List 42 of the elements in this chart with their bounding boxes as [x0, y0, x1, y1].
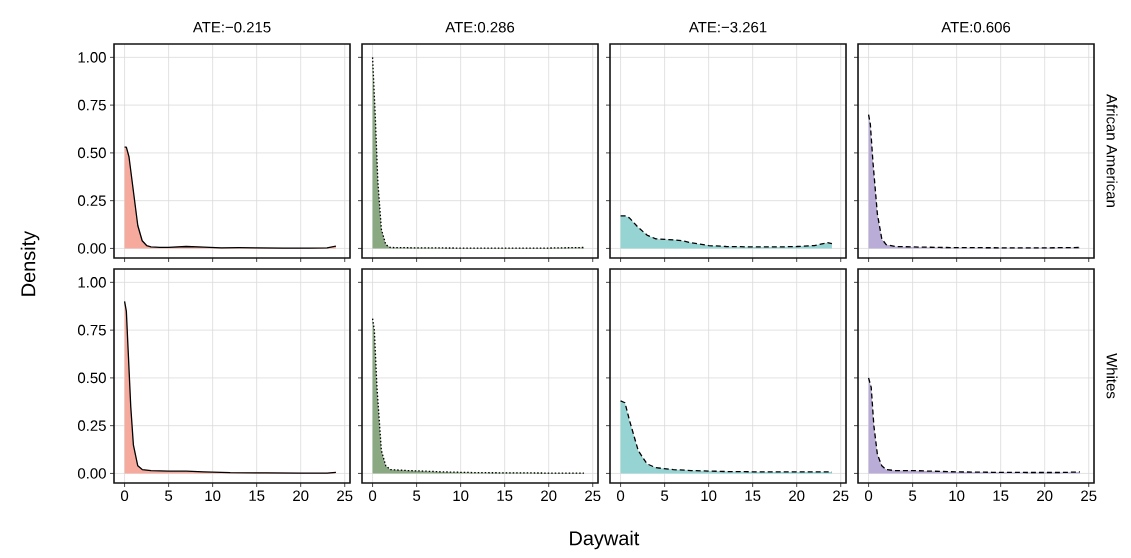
y-tick-label: 0.00 [77, 243, 106, 254]
x-tick-label: 10 [701, 490, 717, 502]
y2-axis-title: African American [1106, 94, 1118, 207]
x-tick-label: 15 [497, 490, 513, 501]
x-tick-label: 5 [413, 490, 421, 501]
x-tick-label: 20 [1037, 490, 1053, 502]
x-tick-label: 15 [745, 490, 761, 501]
x-tick-label: 25 [585, 490, 601, 502]
x-axis-title: Daywait [570, 530, 640, 550]
x-tick-label: 15 [993, 490, 1009, 501]
y-tick-label: 0.00 [77, 468, 106, 479]
y-tick-label: 0.75 [77, 324, 106, 336]
y-tick-label: 1.00 [78, 277, 106, 288]
chart-title: ATE:−0.215 [192, 21, 271, 33]
chart-title: ATE:−3.261 [688, 21, 767, 33]
chart-title: ATE:0.606 [941, 21, 1011, 33]
x-tick-label: 5 [165, 490, 173, 501]
y-tick-label: 0.50 [77, 147, 106, 159]
x-tick-label: 10 [453, 490, 469, 502]
x-tick-label: 15 [249, 490, 265, 501]
x-tick-label: 10 [949, 490, 965, 502]
y2-axis-title: Whites [1106, 353, 1118, 399]
x-tick-label: 20 [789, 490, 805, 502]
x-tick-label: 5 [661, 490, 669, 501]
chart-title: ATE:0.286 [445, 21, 515, 33]
y-tick-label: 0.75 [77, 99, 106, 111]
x-tick-label: 5 [909, 490, 917, 501]
x-tick-label: 20 [541, 490, 557, 502]
x-tick-label: 25 [337, 490, 353, 502]
x-tick-label: 0 [865, 490, 873, 502]
x-tick-label: 0 [369, 490, 377, 502]
x-tick-label: 0 [617, 490, 625, 502]
y-tick-label: 0.25 [77, 420, 106, 431]
y-tick-label: 0.50 [77, 372, 106, 384]
x-tick-label: 10 [205, 490, 221, 502]
x-tick-label: 20 [293, 490, 309, 502]
y-axis-title: Density [20, 230, 40, 296]
x-tick-label: 25 [833, 490, 849, 502]
y-tick-label: 0.25 [77, 195, 106, 206]
x-tick-label: 25 [1081, 490, 1097, 502]
x-tick-label: 0 [121, 490, 129, 502]
y-tick-label: 1.00 [78, 52, 106, 63]
